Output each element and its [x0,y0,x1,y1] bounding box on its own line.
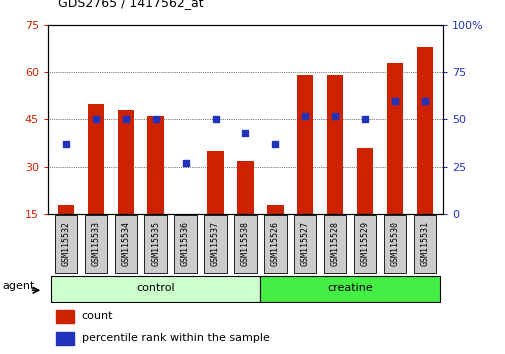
Bar [296,75,313,214]
Point [211,116,219,122]
Text: GSM115536: GSM115536 [181,221,190,266]
Bar [87,104,104,214]
Point [92,116,100,122]
Point [420,98,428,103]
Text: percentile rank within the sample: percentile rank within the sample [81,333,269,343]
Text: GSM115533: GSM115533 [91,221,100,266]
Bar [56,310,74,323]
FancyBboxPatch shape [51,276,260,302]
Point [62,141,70,147]
FancyBboxPatch shape [353,215,376,273]
FancyBboxPatch shape [293,215,316,273]
Bar [356,148,373,214]
FancyBboxPatch shape [174,215,196,273]
Point [330,113,338,119]
Bar [237,160,253,214]
Point [271,141,279,147]
Text: GSM115537: GSM115537 [211,221,220,266]
Text: GSM115530: GSM115530 [390,221,398,266]
Text: GSM115534: GSM115534 [121,221,130,266]
Point [390,98,398,103]
FancyBboxPatch shape [144,215,167,273]
Text: GSM115528: GSM115528 [330,221,339,266]
Text: GSM115535: GSM115535 [151,221,160,266]
Text: control: control [136,283,175,293]
Bar [416,47,432,214]
Text: GSM115526: GSM115526 [270,221,279,266]
Point [300,113,309,119]
Text: GSM115532: GSM115532 [62,221,70,266]
FancyBboxPatch shape [383,215,406,273]
FancyBboxPatch shape [260,276,439,302]
Point [152,116,160,122]
Text: GSM115531: GSM115531 [420,221,428,266]
Point [241,130,249,136]
FancyBboxPatch shape [413,215,435,273]
Text: creatine: creatine [327,283,372,293]
Text: agent: agent [3,281,35,291]
Point [122,116,130,122]
Text: GSM115538: GSM115538 [240,221,249,266]
Bar [147,116,164,214]
FancyBboxPatch shape [264,215,286,273]
Bar [326,75,343,214]
Bar [267,205,283,214]
Text: GDS2765 / 1417562_at: GDS2765 / 1417562_at [58,0,204,9]
Bar [386,63,402,214]
FancyBboxPatch shape [323,215,345,273]
FancyBboxPatch shape [84,215,107,273]
FancyBboxPatch shape [114,215,137,273]
FancyBboxPatch shape [234,215,256,273]
Bar [58,205,74,214]
Bar [117,110,134,214]
Text: GSM115529: GSM115529 [360,221,369,266]
Text: GSM115527: GSM115527 [300,221,309,266]
Text: count: count [81,312,113,321]
FancyBboxPatch shape [204,215,226,273]
Bar [207,151,223,214]
Bar [56,332,74,345]
Point [181,160,189,166]
Point [360,116,368,122]
FancyBboxPatch shape [55,215,77,273]
